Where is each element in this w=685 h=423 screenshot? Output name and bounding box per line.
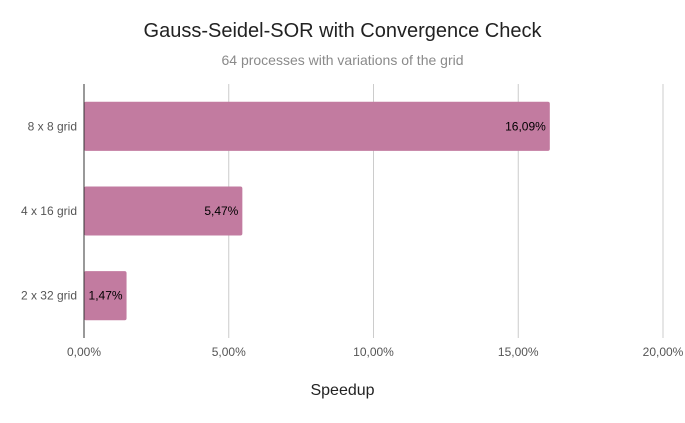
- bar-data-label: 5,47%: [204, 204, 238, 218]
- y-category-label: 8 x 8 grid: [28, 119, 77, 133]
- x-tick-label: 15,00%: [498, 345, 539, 359]
- x-tick-label: 5,00%: [212, 345, 246, 359]
- chart-subtitle: 64 processes with variations of the grid: [221, 52, 464, 68]
- bar: [84, 101, 550, 151]
- x-tick-label: 10,00%: [353, 345, 394, 359]
- bar-data-label: 16,09%: [505, 119, 546, 133]
- x-axis-title: Speedup: [310, 382, 375, 399]
- bar: [84, 186, 243, 236]
- bar: [84, 271, 127, 321]
- x-tick-label: 0,00%: [67, 345, 101, 359]
- chart-title: Gauss-Seidel-SOR with Convergence Check: [143, 20, 542, 42]
- x-tick-label: 20,00%: [643, 345, 684, 359]
- bar-data-label: 1,47%: [89, 289, 123, 303]
- y-category-label: 4 x 16 grid: [21, 204, 77, 218]
- bars: [84, 101, 550, 321]
- y-category-label: 2 x 32 grid: [21, 289, 77, 303]
- labels: 0,00% 5,00% 10,00% 15,00% 20,00% 8 x 8 grid 16…: [21, 119, 684, 359]
